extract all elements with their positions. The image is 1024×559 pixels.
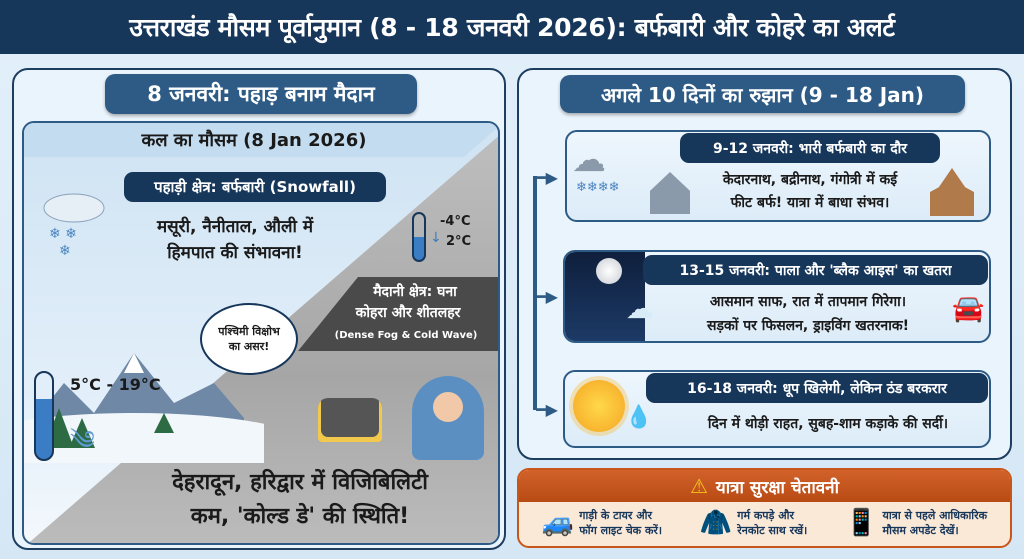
alert-title: यात्रा सुरक्षा चेतावनी — [715, 477, 840, 498]
tip-clothes: 🧥 गर्म कपड़े और रेनकोट साथ रखें। — [700, 508, 807, 538]
card-2-text-1: आसमान साफ, रात में तापमान गिरेगा। — [709, 294, 907, 310]
timeline-arrow-2: ━▶ — [536, 287, 558, 306]
plains-text-2: कम, 'कोल्ड डे' की स्थिति! — [190, 504, 410, 529]
melting-ice-icon: 💧 — [625, 405, 653, 430]
slippery-road-icon: 🚘 — [952, 294, 985, 324]
warm-clothes-icon: 🧥 — [699, 508, 733, 538]
card-2-text-2: सड़कों पर फिसलन, ड्राइविंग खतरनाक! — [707, 318, 909, 334]
hills-text-1: मसूरी, नैनीताल, औली में — [156, 217, 314, 237]
mountains-illustration — [24, 353, 264, 463]
icicle-cloud-icon: ☁ — [626, 292, 654, 325]
tip-text: गाड़ी के टायर और — [579, 509, 653, 522]
plains-label-1: मैदानी क्षेत्र: घना — [373, 284, 457, 300]
card-3-heading: 16-18 जनवरी: धूप खिलेगी, लेकिन ठंड बरकरा… — [646, 373, 988, 403]
hills-text-2: हिमपात की संभावना! — [167, 243, 303, 263]
right-panel-title: अगले 10 दिनों का रुझान (9 - 18 Jan) — [560, 75, 965, 113]
tip-car: 🚙 गाड़ी के टायर और फॉग लाइट चेक करें। — [542, 508, 662, 538]
mountain-temp-high: -4°C — [440, 214, 471, 229]
cold-person-icon — [412, 376, 484, 460]
speech-bubble: पश्चिमी विक्षोभ का असर! — [200, 303, 298, 375]
snow-cloud-icon: ☁ — [572, 140, 606, 180]
forecast-date: कल का मौसम (8 Jan 2026) — [141, 130, 367, 151]
tip-text: फॉग लाइट चेक करें। — [579, 524, 663, 537]
moon-icon — [596, 258, 622, 284]
warning-icon: ⚠ — [689, 474, 708, 498]
plains-text-1: देहरादून, हरिद्वार में विजिबिलिटी — [172, 470, 428, 495]
svg-text:❄: ❄ — [59, 243, 71, 259]
travel-alert-box: ⚠ यात्रा सुरक्षा चेतावनी 🚙 गाड़ी के टायर … — [517, 468, 1012, 548]
phone-weather-icon: 📱 — [845, 508, 878, 538]
card-3-text-1: दिन में थोड़ी राहत, सुबह-शाम कड़ाके की स… — [707, 416, 949, 432]
tip-text: रेनकोट साथ रखें। — [737, 524, 808, 537]
left-panel-title: 8 जनवरी: पहाड़ बनाम मैदान — [105, 74, 417, 114]
hills-label: पहाड़ी क्षेत्र: बर्फबारी (Snowfall) — [124, 172, 386, 202]
wind-icon: ༄ — [70, 426, 95, 456]
subtitle-band — [24, 123, 498, 157]
tip-text: गर्म कपड़े और — [737, 509, 795, 522]
snowflakes-icon: ❄❄❄❄ — [576, 180, 620, 195]
svg-text:❄ ❄: ❄ ❄ — [49, 226, 77, 242]
bubble-text-1: पश्चिमी विक्षोभ — [218, 325, 280, 338]
page-title: उत्तराखंड मौसम पूर्वानुमान (8 - 18 जनवरी… — [0, 0, 1024, 54]
car-icon: 🚙 — [541, 508, 575, 538]
timeline-arrow-3: ━▶ — [536, 400, 558, 419]
timeline-line — [533, 176, 537, 410]
bubble-text-2: का असर! — [228, 340, 270, 353]
tip-text: मौसम अपडेट देखें। — [882, 524, 959, 537]
card-1-text-1: केदारनाथ, बद्रीनाथ, गंगोत्री में कई — [722, 172, 898, 188]
plains-temp-range: 5°C - 19°C — [70, 375, 161, 394]
snow-cloud-icon: ❄ ❄❄ — [43, 193, 105, 259]
plains-label-2: कोहरा और शीतलहर — [355, 305, 461, 321]
timeline-arrow-1: ━▶ — [536, 168, 558, 187]
tip-text: यात्रा से पहले आधिकारिक — [882, 509, 988, 522]
car-fog-icon — [318, 398, 382, 442]
thermometer-cold-icon — [412, 212, 426, 262]
tip-weather-update: 📱 यात्रा से पहले आधिकारिक मौसम अपडेट देखें… — [845, 508, 987, 538]
arrow-down-icon: ↓ — [430, 230, 442, 246]
thermometer-icon — [34, 371, 54, 461]
card-1-text-2: फीट बर्फ! यात्रा में बाधा संभव। — [730, 195, 890, 211]
sun-icon — [573, 380, 625, 432]
card-1-heading: 9-12 जनवरी: भारी बर्फबारी का दौर — [680, 133, 940, 163]
plains-label-en: (Dense Fog & Cold Wave) — [334, 330, 478, 341]
mountain-temp-low: 2°C — [446, 234, 472, 249]
card-2-heading: 13-15 जनवरी: पाला और 'ब्लैक आइस' का खतरा — [643, 255, 988, 285]
